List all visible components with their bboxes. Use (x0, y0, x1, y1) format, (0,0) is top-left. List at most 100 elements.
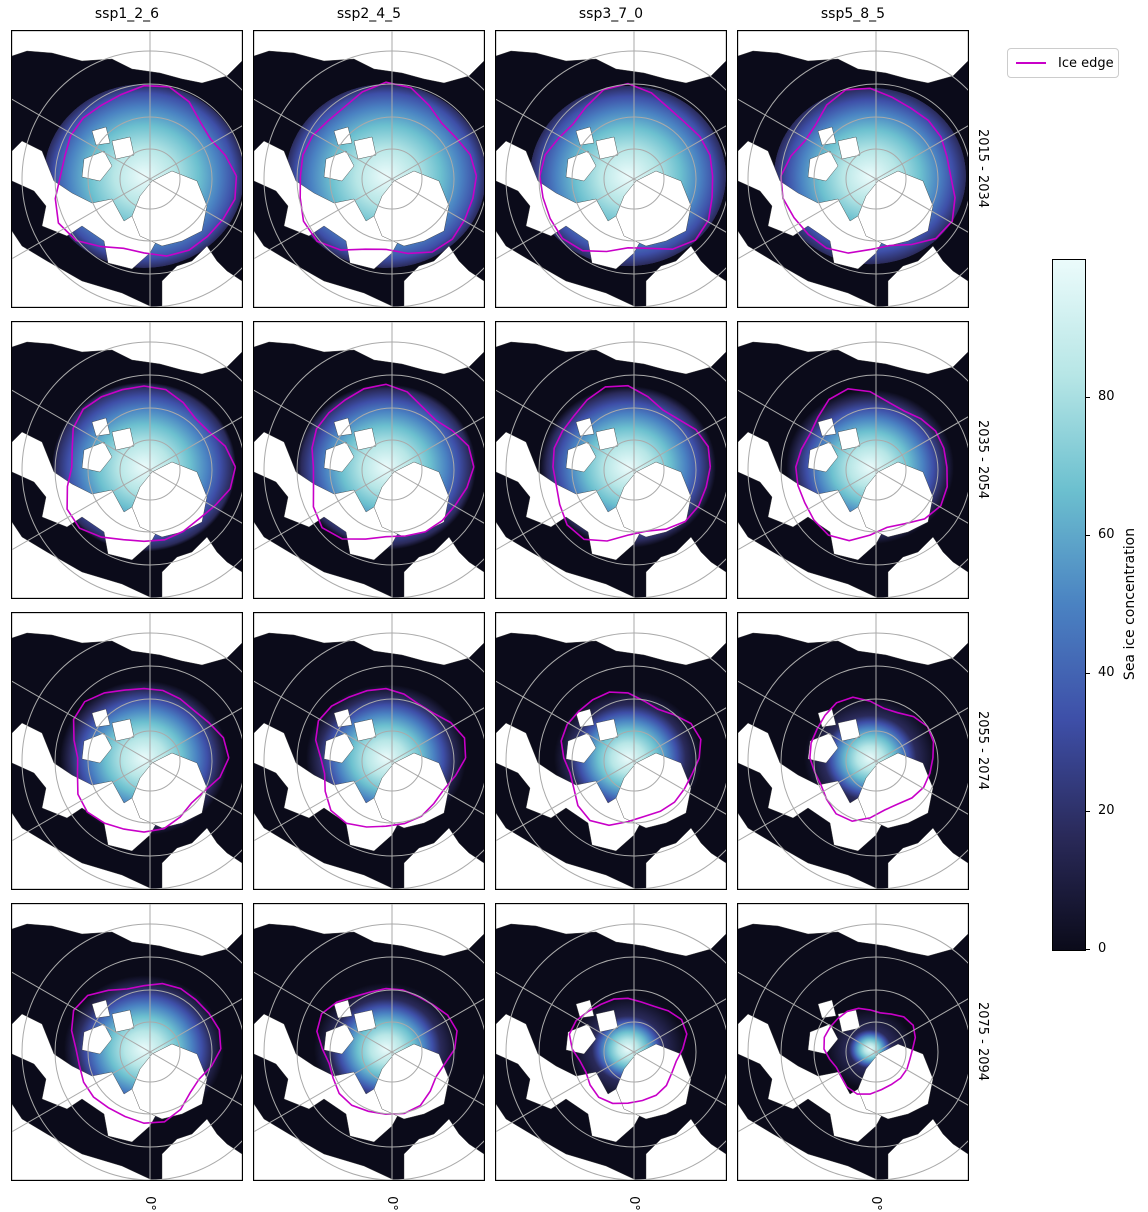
meridian-line (738, 416, 968, 551)
land-mass (645, 1118, 726, 1180)
land-mass (353, 718, 377, 742)
ice-edge-line (316, 987, 458, 1116)
meridian-line (254, 998, 484, 1133)
land-mass (12, 521, 153, 598)
polar-map (12, 613, 242, 889)
ice-edge-line (552, 384, 712, 542)
land-mass (91, 126, 111, 146)
polar-map (496, 904, 726, 1180)
meridian-line (738, 125, 968, 260)
polar-map (12, 322, 242, 598)
polar-map (738, 904, 968, 1180)
row-label: 2035 - 2054 (968, 321, 998, 597)
land-mass (837, 718, 861, 742)
land-mass (817, 417, 837, 437)
column-title: ssp1_2_6 (94, 6, 160, 22)
legend-label: Ice edge (1058, 55, 1114, 71)
ice-edge-line (823, 1007, 917, 1095)
polar-map (496, 613, 726, 889)
longitude-label: 0° (623, 1192, 643, 1211)
ice-edge-line (314, 687, 467, 828)
land-mass (565, 150, 597, 182)
land-mass (333, 999, 353, 1019)
meridian-line (496, 416, 726, 551)
land-mass (12, 230, 153, 307)
land-mass (91, 708, 111, 728)
land-mass (91, 417, 111, 437)
colorbar-tick (1085, 949, 1090, 950)
polar-map (254, 904, 484, 1180)
land-mass (254, 322, 484, 375)
land-mass (738, 322, 968, 375)
map-panel (11, 903, 243, 1181)
ice-edge-line (66, 385, 237, 543)
land-mass (161, 827, 242, 889)
meridian-line (12, 707, 242, 842)
ice-edge-line (311, 383, 475, 540)
ice-edge-line (538, 82, 714, 253)
land-mass (403, 1118, 484, 1180)
land-mass (111, 427, 135, 451)
land-mass (91, 999, 111, 1019)
land-mass (323, 441, 355, 473)
row-label-text: 2035 - 2054 (975, 419, 991, 499)
row-label-text: 2055 - 2074 (975, 710, 991, 790)
land-mass (565, 441, 597, 473)
meridian-line (254, 125, 484, 260)
land-mass (645, 245, 726, 307)
ice-edge-line (794, 387, 949, 542)
land-mass (333, 708, 353, 728)
land-mass (496, 521, 637, 598)
land-mass (254, 812, 395, 889)
land-mass (738, 230, 879, 307)
land-mass (887, 827, 968, 889)
land-mass (323, 732, 355, 764)
land-mass (575, 417, 595, 437)
polar-map (12, 31, 242, 307)
ice-edge-line (70, 982, 222, 1125)
ice-edge-line (560, 691, 702, 827)
land-mass (575, 708, 595, 728)
land-mass (496, 322, 726, 375)
meridian-line (12, 125, 242, 260)
colorbar-tick (1085, 673, 1090, 674)
colorbar-tick (1085, 535, 1090, 536)
land-mass (353, 136, 377, 160)
column-title: ssp5_8_5 (820, 6, 886, 22)
column-title: ssp3_7_0 (578, 6, 644, 22)
colorbar-title-text: Sea ice concentration (1122, 527, 1138, 681)
land-mass (81, 441, 113, 473)
land-mass (353, 1009, 377, 1033)
land-mass (595, 718, 619, 742)
polar-map (738, 31, 968, 307)
legend-swatch (1016, 62, 1046, 64)
land-mass (254, 521, 395, 598)
land-mass (738, 613, 968, 666)
land-mass (496, 904, 726, 957)
map-panel (253, 903, 485, 1181)
land-mass (254, 31, 484, 84)
longitude-label-text: 0° (141, 1196, 157, 1211)
land-mass (81, 732, 113, 764)
map-panel (495, 903, 727, 1181)
land-mass (645, 536, 726, 598)
polar-map (738, 613, 968, 889)
meridian-line (254, 416, 484, 551)
ice-edge-line (54, 84, 238, 257)
map-panel (737, 321, 969, 599)
longitude-label: 0° (865, 1192, 885, 1211)
meridian-line (496, 998, 726, 1133)
land-mass (738, 812, 879, 889)
row-label-text: 2075 - 2094 (975, 1001, 991, 1081)
land-mass (353, 427, 377, 451)
land-mass (595, 1009, 619, 1033)
land-mass (837, 427, 861, 451)
land-mass (887, 1118, 968, 1180)
longitude-label-text: 0° (383, 1196, 399, 1211)
meridian-line (254, 707, 484, 842)
polar-map (254, 322, 484, 598)
land-mass (565, 1023, 597, 1055)
map-panel (253, 30, 485, 308)
land-mass (817, 999, 837, 1019)
land-mass (12, 31, 242, 84)
